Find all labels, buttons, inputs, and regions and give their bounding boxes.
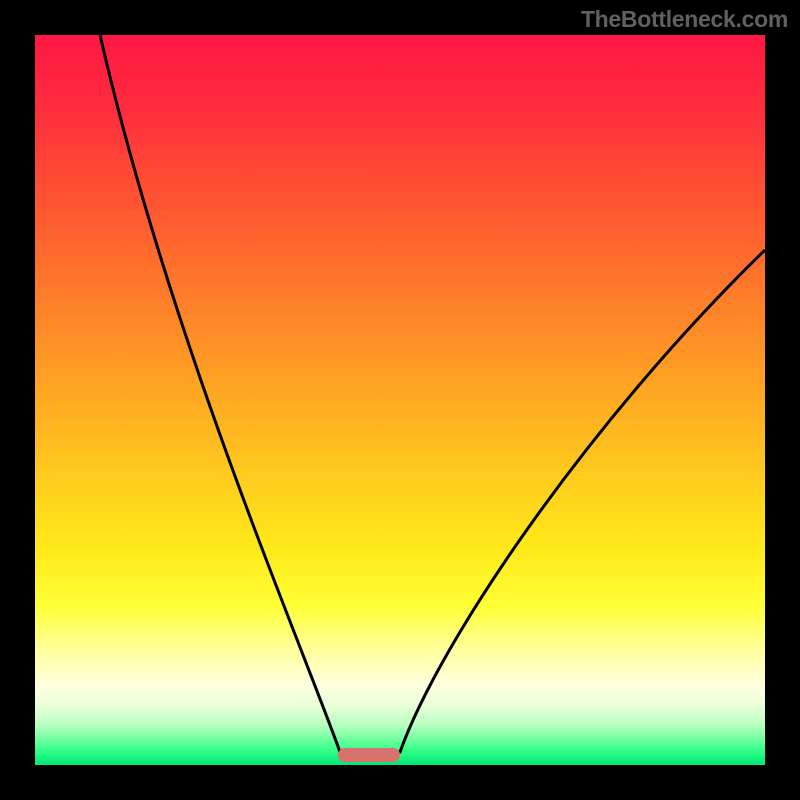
optimal-marker — [338, 748, 400, 762]
chart-container: TheBottleneck.com — [0, 0, 800, 800]
bottleneck-chart — [0, 0, 800, 800]
watermark-text: TheBottleneck.com — [581, 6, 788, 33]
plot-background — [35, 35, 765, 765]
